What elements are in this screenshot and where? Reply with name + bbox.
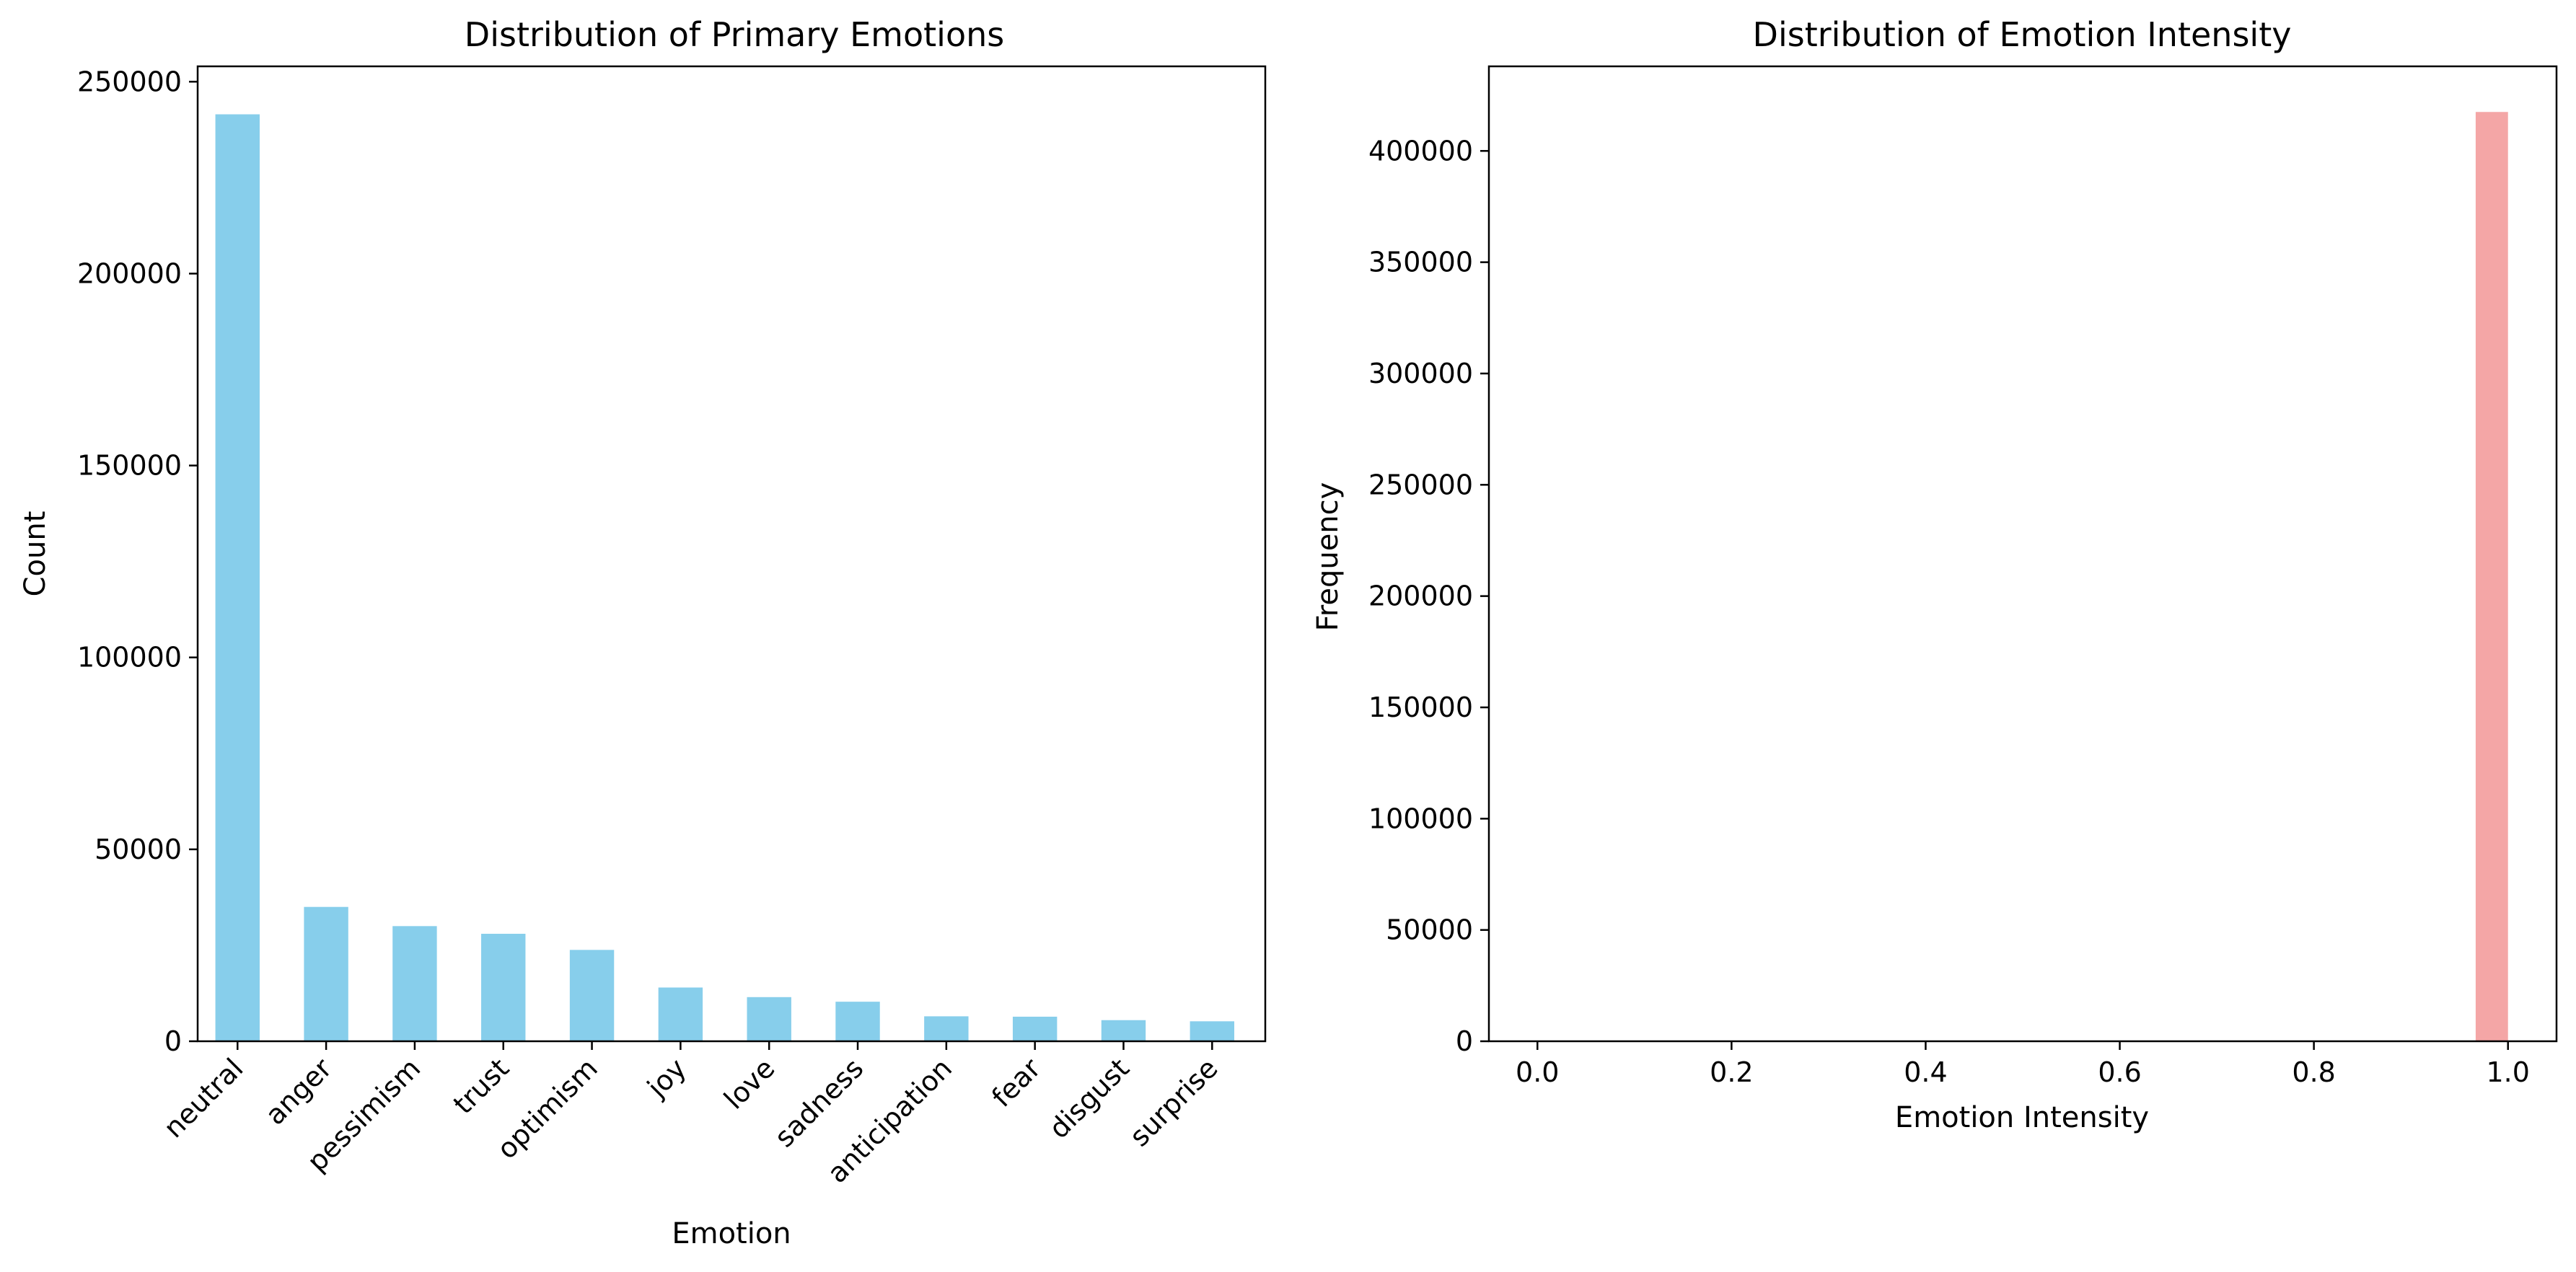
y-tick-label: 0	[1456, 1025, 1473, 1057]
y-ticks-primary-emotions: 0 50000 100000 150000 200000 250000	[77, 66, 198, 1057]
x-tick-label: 0.6	[2098, 1056, 2141, 1088]
bars-emotion-intensity	[2475, 112, 2508, 1041]
x-tick-label: 1.0	[2487, 1056, 2530, 1088]
plot-frame-primary-emotions	[196, 65, 1267, 1043]
x-tick-label: 0.2	[1710, 1056, 1753, 1088]
y-axis-label-count: Count	[19, 511, 52, 597]
y-tick-label: 100000	[1368, 803, 1473, 834]
y-tick-label: 200000	[1368, 580, 1473, 612]
chart-emotion-intensity: Distribution of Emotion Intensity 0 50000…	[1311, 15, 2558, 1134]
bars-primary-emotions	[215, 114, 1235, 1042]
bar-anticipation	[924, 1016, 969, 1041]
bar-disgust	[1101, 1020, 1146, 1041]
bar-trust	[481, 933, 526, 1041]
x-axis-label-emotion: Emotion	[672, 1217, 791, 1250]
y-tick-label: 50000	[1386, 914, 1473, 946]
bar-anger	[304, 906, 348, 1041]
bar-pessimism	[392, 926, 437, 1041]
y-tick-label: 300000	[1368, 358, 1473, 389]
x-tick-label: 0.0	[1516, 1056, 1559, 1088]
bar-joy	[658, 987, 703, 1041]
x-ticks-emotion-intensity: 0.0 0.2 0.4 0.6 0.8 1.0	[1516, 1041, 2530, 1088]
y-tick-label: 250000	[1368, 469, 1473, 500]
y-ticks-emotion-intensity: 0 50000 100000 150000 200000 250000 300000 3500…	[1368, 135, 1489, 1057]
y-tick-label: 100000	[77, 642, 182, 673]
bar-fear	[1012, 1016, 1058, 1041]
bar-love	[747, 997, 791, 1041]
y-tick-label: 400000	[1368, 135, 1473, 167]
bar-neutral	[215, 114, 260, 1042]
y-tick-label: 50000	[94, 834, 182, 865]
y-tick-label: 250000	[77, 66, 182, 97]
y-tick-label: 200000	[77, 257, 182, 289]
plot-frame-emotion-intensity	[1487, 65, 2558, 1043]
x-axis-label-emotion-intensity: Emotion Intensity	[1895, 1101, 2149, 1134]
chart-title-emotion-intensity: Distribution of Emotion Intensity	[1753, 15, 2292, 54]
y-tick-label: 150000	[77, 450, 182, 482]
bar-surprise	[1190, 1021, 1235, 1041]
y-tick-label: 0	[164, 1025, 182, 1057]
y-tick-label: 350000	[1368, 247, 1473, 278]
x-tick-label: 0.4	[1904, 1056, 1947, 1088]
bar-optimism	[569, 950, 615, 1041]
y-tick-label: 150000	[1368, 692, 1473, 723]
x-tick-label: 0.8	[2292, 1056, 2335, 1088]
histogram-bar	[2475, 112, 2508, 1041]
chart-title-primary-emotions: Distribution of Primary Emotions	[465, 15, 1004, 54]
bar-sadness	[835, 1002, 880, 1041]
y-axis-label-frequency: Frequency	[1311, 482, 1345, 632]
